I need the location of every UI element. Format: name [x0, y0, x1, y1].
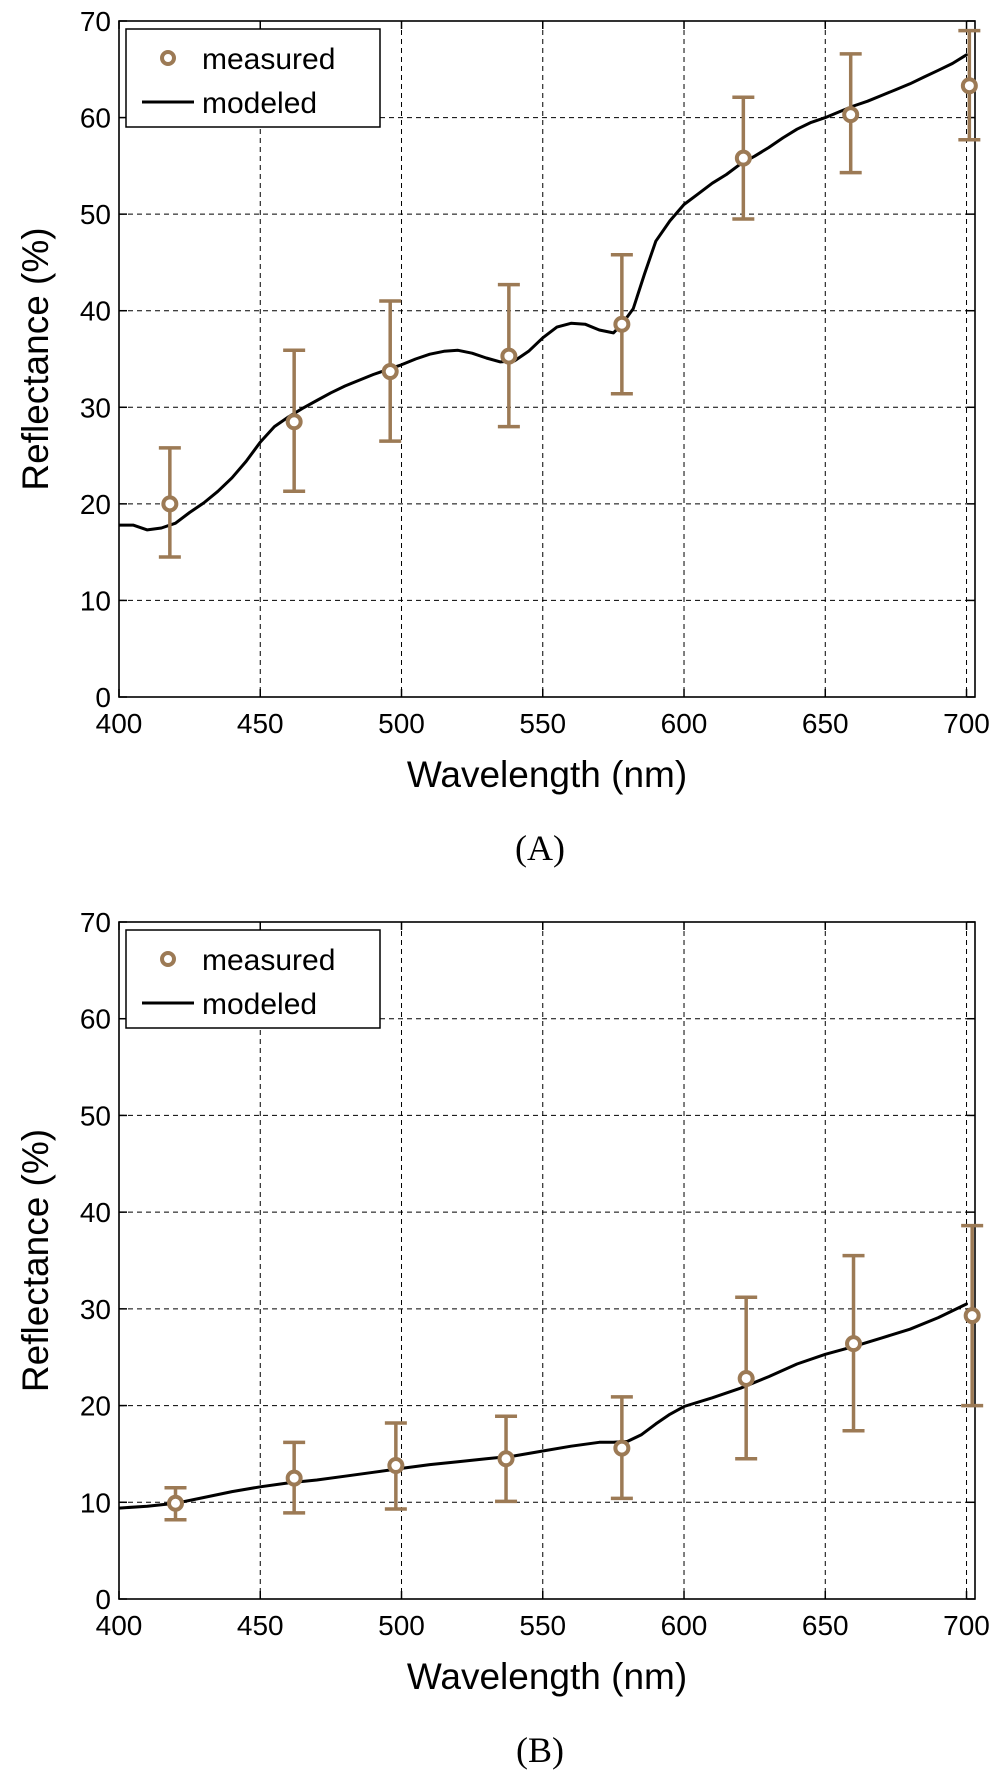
measured-point-group [158, 446, 181, 559]
measured-point [737, 1369, 755, 1387]
legend: measured modeled [125, 929, 381, 1029]
plot-frame [118, 921, 976, 1600]
modeled-series [119, 53, 968, 532]
measured-point-group [961, 1223, 984, 1408]
measured-point-group [958, 28, 981, 142]
measured-point-group [610, 252, 633, 396]
y-tick-label: 20 [80, 489, 111, 520]
x-tick-label: 650 [802, 708, 849, 739]
y-tick-label: 60 [80, 1004, 111, 1035]
y-tick-label: 20 [80, 1391, 111, 1422]
y-tick-label: 40 [80, 1197, 111, 1228]
y-tick-label: 70 [80, 907, 111, 938]
x-tick-label: 650 [802, 1610, 849, 1641]
legend-box [125, 28, 381, 128]
measured-point [842, 106, 860, 124]
x-tick-label: 450 [237, 1610, 284, 1641]
measured-point-group [842, 1253, 865, 1433]
x-tick-label: 550 [519, 1610, 566, 1641]
modeled-series [119, 1302, 968, 1510]
x-tick-label: 600 [661, 1610, 708, 1641]
measured-point [497, 1450, 515, 1468]
x-tick-label: 700 [943, 1610, 990, 1641]
measured-point [845, 1335, 863, 1353]
measured-point-group [283, 348, 306, 494]
chart-panel-b: 400 450 500 550 600 650 700 0 10 20 30 40 50 60 70 Wave… [15, 907, 990, 1770]
y-tick-label: 30 [80, 1294, 111, 1325]
x-tick-label: 400 [96, 1610, 143, 1641]
x-tick-label: 600 [661, 708, 708, 739]
measured-point [285, 1469, 303, 1487]
chart-panel-a: 400 450 500 550 600 650 700 0 10 20 30 40 50 60 70 Wave… [15, 6, 990, 868]
x-tick-label: 450 [237, 708, 284, 739]
measured-point [734, 149, 752, 167]
y-axis-label: Reflectance (%) [15, 1129, 56, 1392]
y-tick-label: 10 [80, 585, 111, 616]
legend-measured-marker [160, 50, 176, 66]
x-tick-label: 400 [96, 708, 143, 739]
measured-point-group [495, 1414, 518, 1504]
measured-point-group [839, 52, 862, 175]
modeled-line [119, 1302, 968, 1510]
x-axis-label: Wavelength (nm) [407, 1656, 687, 1697]
measured-point [613, 1439, 631, 1457]
measured-point-group [497, 282, 520, 429]
measured-point-group [384, 1421, 407, 1511]
measured-point-group [164, 1486, 187, 1522]
y-tick-label: 10 [80, 1487, 111, 1518]
modeled-line [119, 53, 968, 532]
panel-label: (A) [515, 828, 565, 868]
measured-point-group [283, 1440, 306, 1515]
y-tick-label: 30 [80, 392, 111, 423]
measured-point [285, 413, 303, 431]
panel-label: (B) [516, 1730, 564, 1770]
measured-series [164, 1223, 984, 1522]
y-tick-label: 40 [80, 296, 111, 327]
y-tick-label: 70 [80, 6, 111, 37]
measured-point [161, 495, 179, 513]
y-tick-label: 60 [80, 103, 111, 134]
legend-modeled-label: modeled [202, 988, 317, 1021]
x-tick-label: 500 [378, 708, 425, 739]
legend-box [125, 929, 381, 1029]
y-tick-label: 0 [95, 682, 111, 713]
measured-point-group [732, 95, 755, 221]
y-tick-label: 50 [80, 1100, 111, 1131]
measured-point-group [735, 1295, 758, 1461]
measured-point [381, 363, 399, 381]
y-axis-label: Reflectance (%) [15, 227, 56, 490]
y-tick-label: 50 [80, 199, 111, 230]
legend-measured-label: measured [202, 944, 335, 977]
measured-point-group [610, 1395, 633, 1501]
y-tick-label: 0 [95, 1584, 111, 1615]
measured-point [963, 1307, 981, 1325]
measured-series [158, 28, 981, 559]
plot-frame [118, 20, 976, 698]
gridlines [119, 21, 975, 697]
legend: measured modeled [125, 28, 381, 128]
measured-point [500, 347, 518, 365]
measured-point [613, 315, 631, 333]
legend-measured-label: measured [202, 43, 335, 76]
x-axis-label: Wavelength (nm) [407, 754, 687, 795]
x-tick-label: 700 [943, 708, 990, 739]
measured-point-group [379, 299, 402, 443]
x-tick-label: 500 [378, 1610, 425, 1641]
x-tick-label: 550 [519, 708, 566, 739]
measured-point [960, 77, 978, 95]
measured-point [167, 1494, 185, 1512]
gridlines [119, 922, 975, 1599]
legend-modeled-label: modeled [202, 87, 317, 120]
legend-measured-marker [160, 951, 176, 967]
measured-point [387, 1457, 405, 1475]
